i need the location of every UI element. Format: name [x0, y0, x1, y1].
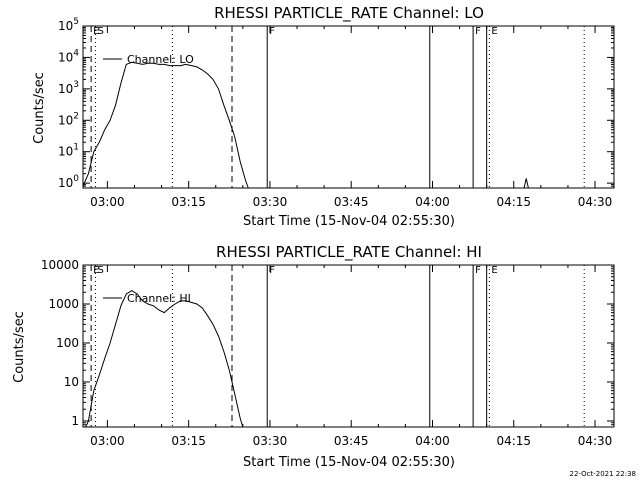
marker-label: S: [97, 26, 103, 37]
x-axis-label: Start Time (15-Nov-04 02:55:30): [243, 214, 455, 229]
y-tick-label: 102: [58, 111, 79, 127]
marker-label: E: [93, 265, 99, 276]
legend: Channel: LO: [103, 53, 194, 66]
plot-frame: [82, 264, 615, 428]
chart-title: RHESSI PARTICLE_RATE Channel: HI: [216, 243, 482, 262]
x-tick-label: 03:30: [253, 434, 288, 448]
x-tick-label: 03:15: [171, 434, 206, 448]
y-tick-label: 104: [58, 48, 79, 64]
legend-entry: Channel: LO: [127, 53, 194, 66]
x-tick-label: 04:30: [578, 434, 613, 448]
chart-panel-hi: RHESSI PARTICLE_RATE Channel: HI Start T…: [12, 243, 615, 470]
chart-panel-lo: RHESSI PARTICLE_RATE Channel: LO Start T…: [32, 4, 615, 229]
chart-title: RHESSI PARTICLE_RATE Channel: LO: [214, 4, 484, 23]
series-line-1: [523, 178, 529, 189]
marker-label: F: [269, 265, 275, 276]
y-minor-ticks: [83, 26, 614, 189]
plot-area: 1 10 100 1000 10000 03:00 03:15 03:30 03:45 04:00…: [41, 258, 615, 448]
legend: Channel: HI: [103, 292, 191, 305]
x-tick-label: 03:00: [90, 195, 125, 209]
plot-frame: [82, 25, 615, 189]
marker-label: E: [93, 26, 99, 37]
y-tick-label: 105: [58, 17, 79, 33]
x-tick-label: 04:00: [415, 434, 450, 448]
series-line-0: [82, 61, 249, 189]
plot-area: 100 101 102 103 104 105 03:00 03:15 03:30 03:45 04…: [58, 17, 615, 209]
y-tick-label: 103: [58, 80, 79, 96]
y-tick-label: 101: [58, 143, 79, 159]
y-axis-label: Counts/sec: [32, 72, 47, 144]
marker-label: S: [97, 265, 103, 276]
legend-entry: Channel: HI: [127, 292, 191, 305]
y-tick-label: 10000: [41, 258, 79, 272]
series-line-0: [85, 290, 244, 428]
generation-timestamp: 22-Oct-2021 22:38: [570, 470, 636, 478]
marker-label: E: [491, 26, 497, 37]
marker-label: E: [491, 265, 497, 276]
y-axis-label: Counts/sec: [12, 311, 27, 383]
marker-label: F: [269, 26, 275, 37]
x-tick-label: 03:00: [90, 434, 125, 448]
marker-label: F: [475, 265, 481, 276]
x-axis-label: Start Time (15-Nov-04 02:55:30): [243, 455, 455, 470]
x-tick-label: 03:45: [334, 195, 369, 209]
y-tick-label: 1000: [48, 297, 79, 311]
y-minor-ticks: [83, 266, 614, 428]
y-tick-label: 10: [64, 375, 79, 389]
y-tick-label: 1: [71, 414, 79, 428]
marker-label: F: [475, 26, 481, 37]
x-tick-label: 04:30: [578, 195, 613, 209]
x-tick-label: 04:00: [415, 195, 450, 209]
x-tick-label: 03:15: [171, 195, 206, 209]
x-tick-label: 04:15: [496, 195, 531, 209]
y-tick-label: 100: [56, 336, 79, 350]
x-tick-label: 03:30: [253, 195, 288, 209]
x-tick-label: 04:15: [496, 434, 531, 448]
y-tick-label: 100: [58, 174, 79, 190]
x-tick-label: 03:45: [334, 434, 369, 448]
